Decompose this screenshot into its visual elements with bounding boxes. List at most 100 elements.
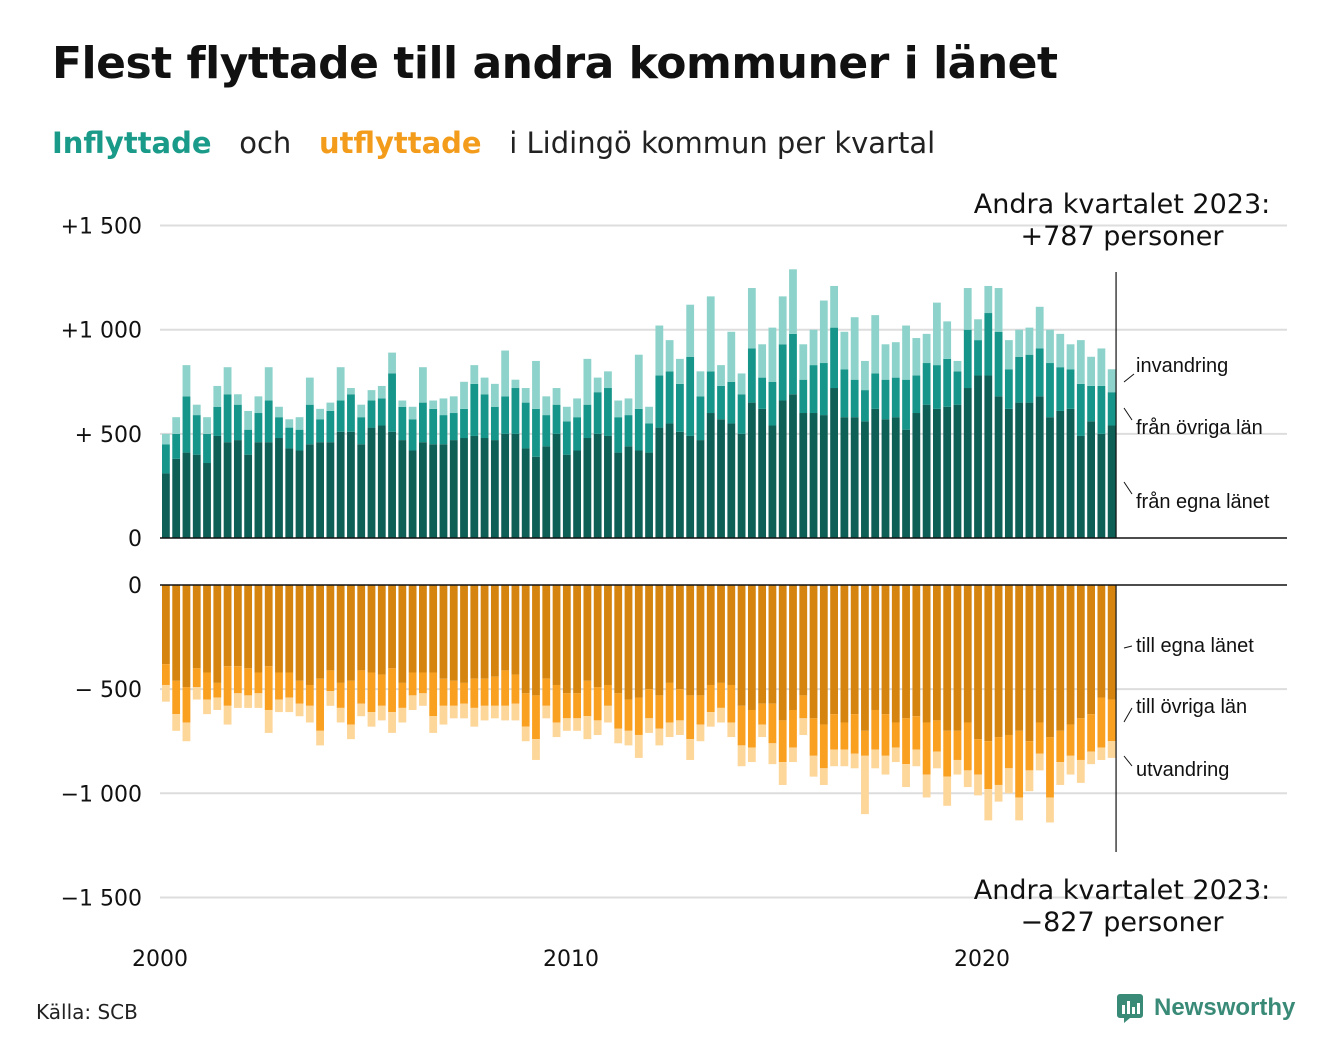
- bar-out-0: [727, 585, 736, 685]
- bar-out-1: [727, 684, 736, 723]
- bar-in-1: [1015, 356, 1024, 403]
- bar-in-2: [305, 377, 314, 405]
- bar-in-0: [994, 396, 1003, 538]
- bar-in-0: [943, 406, 952, 538]
- bar-out-1: [501, 670, 510, 706]
- bar-out-1: [439, 678, 448, 706]
- bar-in-1: [336, 400, 345, 432]
- bar-out-0: [676, 585, 684, 690]
- bar-out-1: [665, 682, 674, 723]
- bar-in-0: [470, 435, 479, 538]
- brand-logo: Newsworthy: [1116, 993, 1295, 1023]
- bar-in-2: [706, 296, 715, 372]
- bar-out-2: [367, 712, 376, 727]
- series-label-bottom-2: utvandring: [1136, 759, 1229, 781]
- bar-out-0: [172, 585, 181, 681]
- bar-out-1: [778, 720, 787, 763]
- bar-in-1: [501, 396, 510, 434]
- bar-out-2: [1056, 762, 1065, 785]
- bar-out-2: [511, 703, 520, 721]
- bar-out-0: [994, 585, 1003, 738]
- bar-out-2: [1046, 797, 1054, 823]
- bar-out-1: [624, 699, 633, 731]
- bar-in-2: [655, 325, 664, 376]
- bar-out-2: [634, 734, 643, 758]
- bar-in-2: [665, 340, 674, 372]
- bar-in-1: [408, 419, 417, 451]
- bar-in-0: [953, 404, 962, 538]
- bar-in-2: [264, 367, 273, 401]
- bar-out-0: [614, 585, 623, 694]
- bar-in-1: [460, 408, 468, 439]
- bar-in-0: [521, 448, 530, 538]
- bar-in-1: [799, 379, 808, 414]
- bar-out-2: [172, 714, 181, 731]
- bar-in-0: [326, 442, 335, 538]
- bar-in-1: [542, 415, 551, 447]
- bar-out-0: [490, 585, 499, 677]
- bar-out-2: [521, 726, 530, 742]
- bar-out-2: [593, 720, 602, 735]
- bar-in-0: [501, 433, 510, 538]
- bar-out-0: [419, 585, 427, 673]
- bar-in-1: [1046, 363, 1054, 418]
- bar-in-0: [275, 438, 283, 538]
- bar-in-0: [1097, 433, 1106, 538]
- y-tick-label-bottom: −1 000: [61, 782, 142, 807]
- bar-in-1: [490, 406, 499, 441]
- bar-out-0: [819, 585, 828, 725]
- bar-out-2: [974, 774, 982, 796]
- bar-in-0: [1015, 402, 1024, 538]
- bar-out-0: [398, 585, 407, 683]
- bar-out-0: [717, 585, 725, 683]
- bar-out-0: [933, 585, 941, 721]
- bar-in-1: [285, 427, 294, 449]
- bar-out-1: [192, 668, 201, 688]
- bar-in-2: [922, 333, 931, 364]
- bar-in-2: [583, 358, 592, 405]
- bar-out-1: [912, 716, 921, 750]
- bar-out-2: [347, 724, 355, 740]
- bar-in-1: [994, 331, 1003, 397]
- bar-in-0: [203, 463, 211, 538]
- bar-in-0: [676, 431, 684, 538]
- bar-out-1: [367, 672, 376, 713]
- bar-out-1: [172, 680, 181, 715]
- bar-in-1: [377, 398, 386, 426]
- bar-out-2: [552, 722, 561, 738]
- bar-in-0: [162, 473, 170, 538]
- bar-in-0: [891, 417, 900, 538]
- bar-in-1: [347, 394, 355, 432]
- bar-in-2: [1076, 340, 1085, 384]
- bar-out-2: [706, 712, 715, 727]
- bar-out-0: [192, 585, 201, 669]
- bar-out-2: [244, 695, 253, 708]
- bar-out-1: [357, 670, 366, 704]
- bar-out-0: [984, 585, 993, 742]
- bar-in-2: [398, 400, 407, 407]
- bar-out-2: [655, 728, 664, 746]
- bar-in-1: [922, 363, 931, 405]
- bar-out-1: [1015, 730, 1024, 798]
- bar-out-1: [861, 730, 869, 756]
- bar-in-2: [162, 433, 170, 445]
- bar-out-1: [285, 672, 294, 698]
- bar-out-2: [470, 707, 479, 727]
- y-tick-label-top: +1 500: [61, 215, 142, 240]
- bar-out-0: [1076, 585, 1085, 719]
- bar-in-2: [799, 344, 808, 380]
- bar-out-0: [203, 585, 211, 673]
- bar-out-1: [408, 672, 417, 696]
- bar-out-1: [1066, 724, 1075, 756]
- bar-in-2: [676, 358, 684, 384]
- bar-in-2: [1035, 306, 1044, 349]
- bar-out-2: [809, 755, 818, 777]
- bar-in-2: [819, 300, 828, 364]
- bar-in-0: [717, 419, 725, 538]
- bar-in-2: [275, 406, 283, 418]
- bar-out-0: [347, 585, 355, 681]
- bar-out-2: [943, 776, 952, 806]
- bar-out-1: [686, 695, 695, 740]
- bar-in-2: [747, 288, 756, 349]
- bar-in-0: [789, 394, 797, 538]
